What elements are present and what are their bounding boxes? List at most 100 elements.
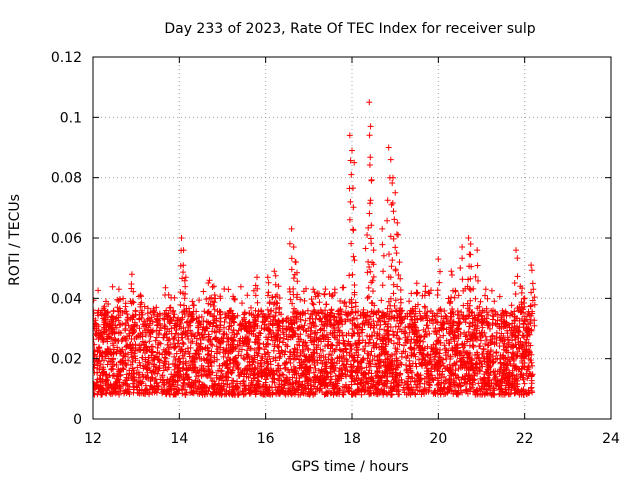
data-point (329, 322, 336, 329)
data-point (109, 283, 116, 290)
data-point (266, 383, 273, 390)
y-tick-label: 0.08 (51, 171, 82, 187)
data-point (327, 312, 334, 319)
data-point (96, 375, 103, 382)
data-point (258, 307, 265, 314)
data-point (209, 342, 216, 349)
data-point (146, 338, 153, 345)
data-point (139, 307, 145, 314)
data-point (510, 371, 517, 378)
data-point (136, 359, 143, 366)
data-point (367, 324, 374, 331)
data-point (441, 342, 448, 349)
data-point (423, 312, 430, 319)
data-point (93, 320, 99, 327)
data-point (206, 368, 213, 375)
data-point (418, 315, 425, 322)
data-point (398, 361, 405, 368)
data-point (259, 355, 266, 362)
y-tick-label: 0.12 (51, 50, 82, 66)
data-point (244, 292, 251, 299)
data-point (228, 370, 235, 377)
data-point (337, 298, 344, 304)
data-point (508, 302, 515, 309)
x-tick-label: 22 (516, 431, 534, 447)
data-point (450, 331, 456, 338)
data-point (209, 284, 216, 290)
data-point (359, 326, 366, 333)
data-point (384, 305, 391, 312)
data-point (477, 343, 484, 349)
data-point (171, 353, 178, 360)
chart-title: Day 233 of 2023, Rate Of TEC Index for r… (164, 21, 535, 37)
data-point (304, 307, 311, 314)
data-point (433, 331, 440, 338)
data-point (270, 347, 277, 354)
data-point (360, 306, 367, 313)
data-point (388, 337, 395, 344)
data-point (203, 296, 210, 303)
data-point (314, 385, 321, 392)
data-point (241, 309, 248, 316)
data-point (480, 346, 487, 353)
data-point (283, 315, 290, 322)
x-tick-label: 18 (343, 431, 361, 447)
data-point (205, 351, 212, 357)
data-point (355, 352, 362, 358)
data-point (142, 332, 149, 338)
data-point (221, 324, 227, 331)
data-point (528, 359, 535, 366)
data-point (351, 291, 358, 298)
data-point (213, 372, 220, 379)
data-point (241, 356, 248, 363)
data-point (294, 341, 301, 348)
data-point (416, 308, 423, 315)
data-point (157, 324, 164, 331)
x-tick-label: 16 (257, 431, 275, 447)
data-point (463, 332, 470, 339)
data-point (122, 353, 129, 360)
data-point (255, 370, 262, 377)
data-point (113, 362, 120, 368)
data-point (264, 292, 271, 299)
data-point (255, 313, 262, 320)
data-point (411, 351, 418, 357)
data-point (316, 299, 323, 306)
data-point (234, 378, 241, 385)
data-point (175, 337, 182, 344)
data-point (383, 377, 390, 384)
data-point (141, 318, 148, 325)
data-point (248, 304, 254, 311)
data-point (239, 346, 245, 353)
data-point (138, 342, 145, 349)
data-point (142, 350, 148, 356)
data-point (135, 369, 142, 376)
data-point (426, 290, 433, 297)
data-point (425, 325, 432, 332)
data-point (339, 284, 346, 291)
data-point (195, 329, 202, 336)
data-point (247, 371, 254, 378)
data-point (178, 334, 185, 341)
data-points (93, 99, 538, 398)
data-point (324, 342, 331, 349)
data-point (425, 289, 432, 296)
data-point (162, 284, 169, 291)
data-point (148, 314, 155, 321)
data-point (463, 388, 469, 395)
data-point (302, 317, 309, 324)
data-point (225, 326, 232, 333)
data-point (213, 343, 220, 350)
data-point (383, 341, 390, 348)
data-point (496, 293, 503, 300)
data-point (491, 341, 498, 348)
data-point (354, 315, 360, 322)
y-tick-label: 0 (73, 412, 82, 428)
x-axis-label: GPS time / hours (291, 459, 408, 475)
data-point (479, 324, 486, 331)
data-point (93, 341, 98, 348)
data-point (312, 293, 319, 300)
data-point (199, 334, 206, 341)
data-point (311, 289, 318, 296)
data-point (416, 356, 422, 363)
